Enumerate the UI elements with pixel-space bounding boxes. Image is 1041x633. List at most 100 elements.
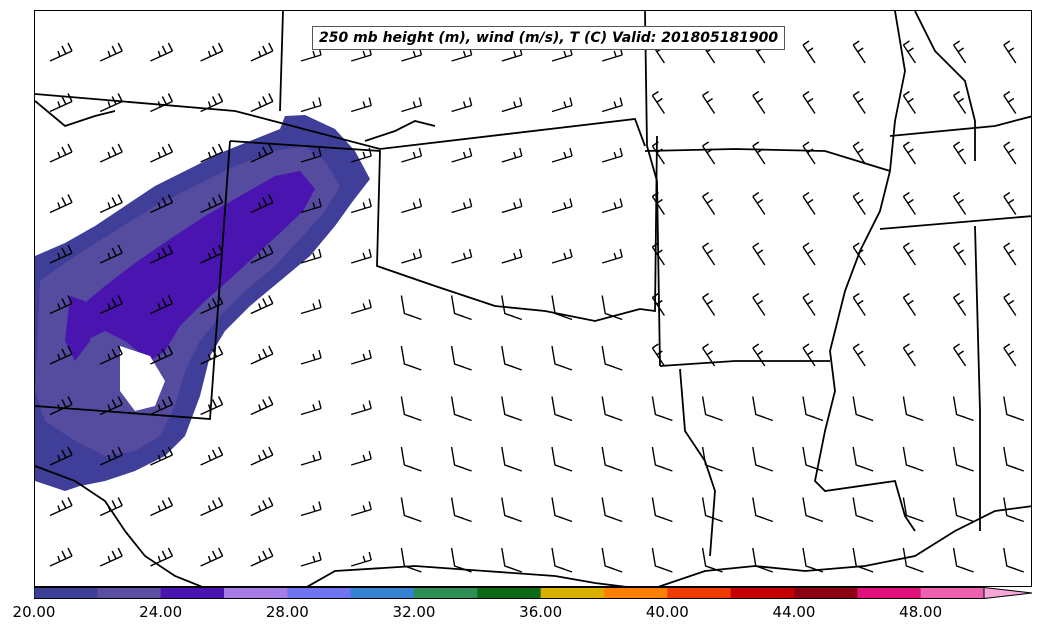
wind-barb (902, 40, 916, 64)
wind-barb (601, 295, 623, 321)
wind-barb (752, 497, 774, 523)
wind-barb (802, 396, 824, 422)
wind-barb (802, 497, 824, 523)
wind-barb (953, 191, 967, 215)
wind-barb (802, 141, 816, 165)
wind-barb (250, 194, 274, 214)
wind-barb (902, 141, 916, 165)
wind-barb (1003, 90, 1017, 114)
colorbar-tick-label: 28.00 (265, 603, 309, 621)
wind-barb (852, 90, 866, 114)
wind-barb (250, 396, 274, 416)
wind-barb (350, 147, 372, 163)
wind-barb (651, 141, 665, 165)
wind-barb (99, 446, 123, 466)
wind-barb (752, 242, 766, 266)
wind-barb (601, 198, 623, 214)
wind-barb (501, 97, 523, 113)
wind-barb (702, 292, 716, 316)
wind-barb (802, 292, 816, 316)
wind-barb (350, 551, 372, 567)
wind-barb (300, 97, 322, 113)
wind-barb (250, 244, 274, 264)
wind-barb (200, 446, 224, 466)
wind-barb (551, 446, 573, 472)
wind-barb (802, 191, 816, 215)
wind-barb (952, 497, 974, 523)
wind-barb (150, 446, 174, 466)
colorbar-tick-label: 40.00 (645, 603, 689, 621)
wind-barb (551, 547, 573, 573)
colorbar-tick-label: 24.00 (139, 603, 183, 621)
wind-barb (651, 396, 673, 422)
wind-barb (953, 242, 967, 266)
wind-barb (852, 141, 866, 165)
wind-barb (250, 42, 274, 62)
wind-barb (250, 295, 274, 315)
wind-barb (350, 349, 372, 365)
wind-barb (601, 345, 623, 371)
wind-barb (250, 547, 274, 567)
colorbar-segment (97, 587, 162, 599)
wind-barb (902, 497, 924, 523)
wind-barb (451, 147, 473, 163)
wind-barb (551, 147, 573, 163)
wind-barb (400, 295, 422, 321)
wind-barb (401, 248, 423, 264)
wind-barb (752, 191, 766, 215)
wind-barb (551, 248, 573, 264)
wind-barb (802, 40, 816, 64)
wind-barb (651, 446, 673, 472)
wind-barb (450, 396, 472, 422)
wind-barb (200, 345, 224, 365)
colorbar-extend-arrow (983, 587, 1033, 599)
wind-barb (952, 446, 974, 472)
wind-barb (852, 292, 866, 316)
wind-barb (601, 97, 623, 113)
wind-barb (1003, 446, 1025, 472)
wind-barb (300, 551, 322, 567)
wind-barb (501, 446, 523, 472)
map-title: 250 mb height (m), wind (m/s), T (C) Val… (312, 26, 786, 50)
wind-barb (300, 147, 322, 163)
wind-barb (150, 143, 174, 163)
wind-barb (200, 42, 224, 62)
wind-barb (852, 547, 874, 573)
wind-barb (902, 547, 924, 573)
wind-barbs (49, 40, 1025, 573)
wind-barb (150, 396, 174, 416)
colorbar-segment (224, 587, 288, 599)
wind-barb (501, 345, 523, 371)
wind-barb (601, 446, 623, 472)
wind-barb (401, 198, 423, 214)
map-panel[interactable]: 250 mb height (m), wind (m/s), T (C) Val… (34, 10, 1032, 587)
wind-barb (651, 547, 673, 573)
wind-barb (49, 244, 73, 264)
wind-barb (451, 248, 473, 264)
wind-barb (1003, 497, 1025, 523)
wind-barb (501, 497, 523, 523)
wind-barb (701, 547, 723, 573)
wind-barb (501, 248, 523, 264)
wind-barb (401, 147, 423, 163)
wind-barb (902, 343, 916, 367)
wind-barb (49, 345, 73, 365)
wind-barb (701, 396, 723, 422)
wind-barb (551, 345, 573, 371)
wind-barb (450, 345, 472, 371)
wind-barb (852, 191, 866, 215)
wind-barb (702, 141, 716, 165)
wind-barb (1003, 547, 1025, 573)
wind-barb (450, 446, 472, 472)
wind-barb (601, 497, 623, 523)
colorbar-segment (350, 587, 415, 599)
wind-barb (501, 547, 523, 573)
wind-barb (451, 198, 473, 214)
wind-barb (250, 446, 274, 466)
wind-barb (99, 194, 123, 214)
wind-barb (601, 248, 623, 264)
colorbar-segment (160, 587, 225, 599)
wind-barb (651, 497, 673, 523)
colorbar-segment (34, 587, 98, 599)
wind-barb (200, 547, 224, 567)
